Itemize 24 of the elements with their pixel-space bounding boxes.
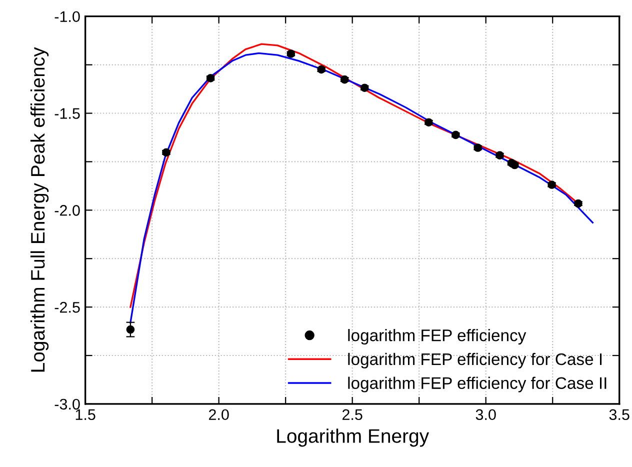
y-axis-title: Logarithm Full Energy Peak efficiency [30, 47, 49, 372]
point [424, 118, 433, 127]
y-tick-label: -3.0 [54, 398, 80, 410]
y-tick-label: -1.0 [54, 11, 80, 22]
x-tick-label: 2.5 [342, 409, 362, 420]
point [162, 148, 170, 157]
x-tick-label: 2.0 [208, 409, 229, 420]
legend-label: logarithm FEP efficiency [348, 329, 526, 345]
point [452, 130, 460, 140]
point [574, 199, 582, 208]
y-tick-label: -2.5 [54, 302, 80, 313]
x-tick-label: 3.5 [609, 409, 630, 420]
x-axis-title: Logarithm Energy [277, 428, 430, 447]
x-tick-label: 1.5 [76, 409, 96, 420]
x-tick-label: 3.0 [476, 409, 496, 420]
point [317, 65, 326, 74]
y-tick-label: -1.5 [54, 108, 80, 119]
y-tick-label: -2.0 [54, 205, 80, 216]
point [126, 325, 135, 334]
legend-label: logarithm FEP efficiency for Case II [348, 376, 606, 392]
point [340, 75, 349, 84]
legend-label: logarithm FEP efficiency for Case I [348, 352, 602, 368]
point [360, 84, 369, 92]
point [510, 160, 519, 170]
